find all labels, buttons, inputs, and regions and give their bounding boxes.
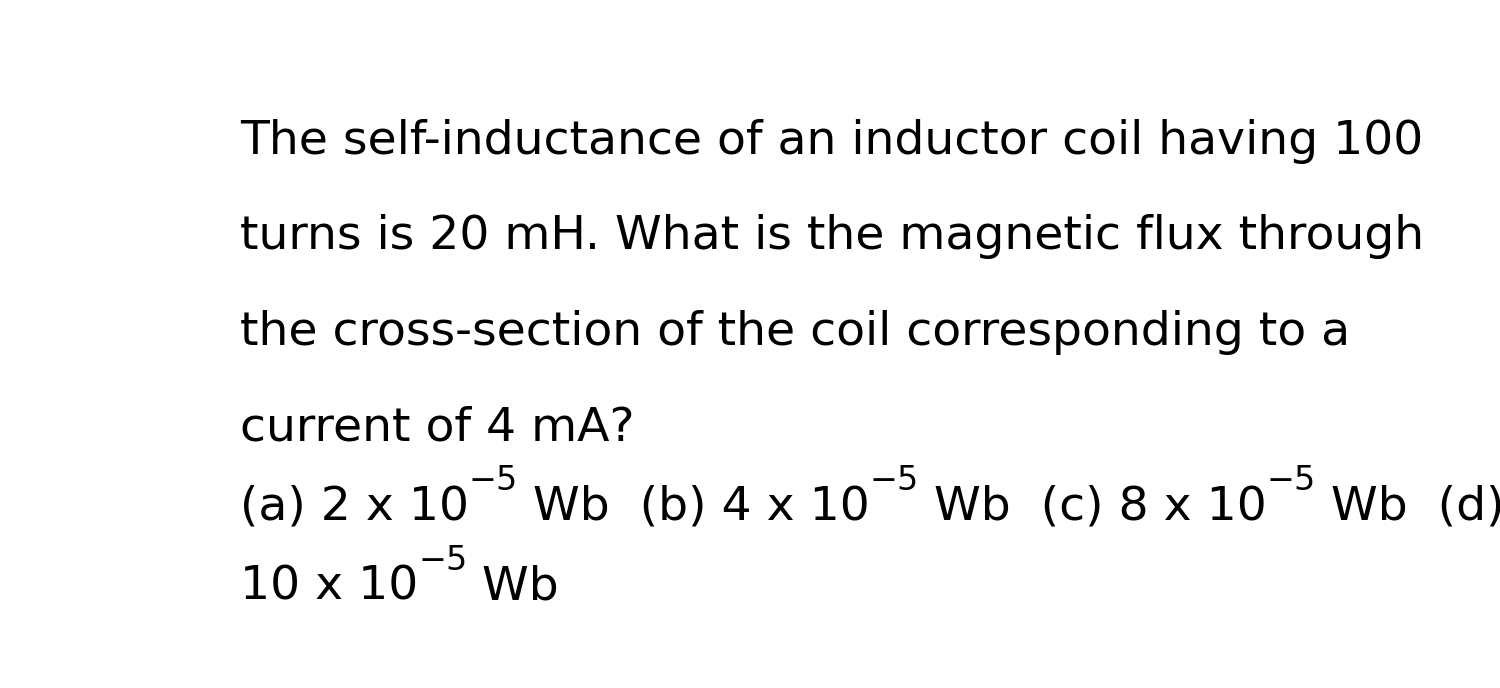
Text: −5: −5 xyxy=(470,464,518,497)
Text: −5: −5 xyxy=(870,464,919,497)
Text: Wb  (d): Wb (d) xyxy=(1316,484,1500,530)
Text: Wb  (c) 8 x 10: Wb (c) 8 x 10 xyxy=(920,484,1268,530)
Text: Wb  (b) 4 x 10: Wb (b) 4 x 10 xyxy=(518,484,870,530)
Text: Wb: Wb xyxy=(468,564,560,609)
Text: −5: −5 xyxy=(1268,464,1316,497)
Text: turns is 20 mH. What is the magnetic flux through: turns is 20 mH. What is the magnetic flu… xyxy=(240,215,1423,259)
Text: −5: −5 xyxy=(419,544,468,577)
Text: the cross-section of the coil corresponding to a: the cross-section of the coil correspond… xyxy=(240,310,1350,355)
Text: current of 4 mA?: current of 4 mA? xyxy=(240,405,634,450)
Text: The self-inductance of an inductor coil having 100: The self-inductance of an inductor coil … xyxy=(240,119,1423,164)
Text: 10 x 10: 10 x 10 xyxy=(240,564,418,609)
Text: (a) 2 x 10: (a) 2 x 10 xyxy=(240,484,470,530)
